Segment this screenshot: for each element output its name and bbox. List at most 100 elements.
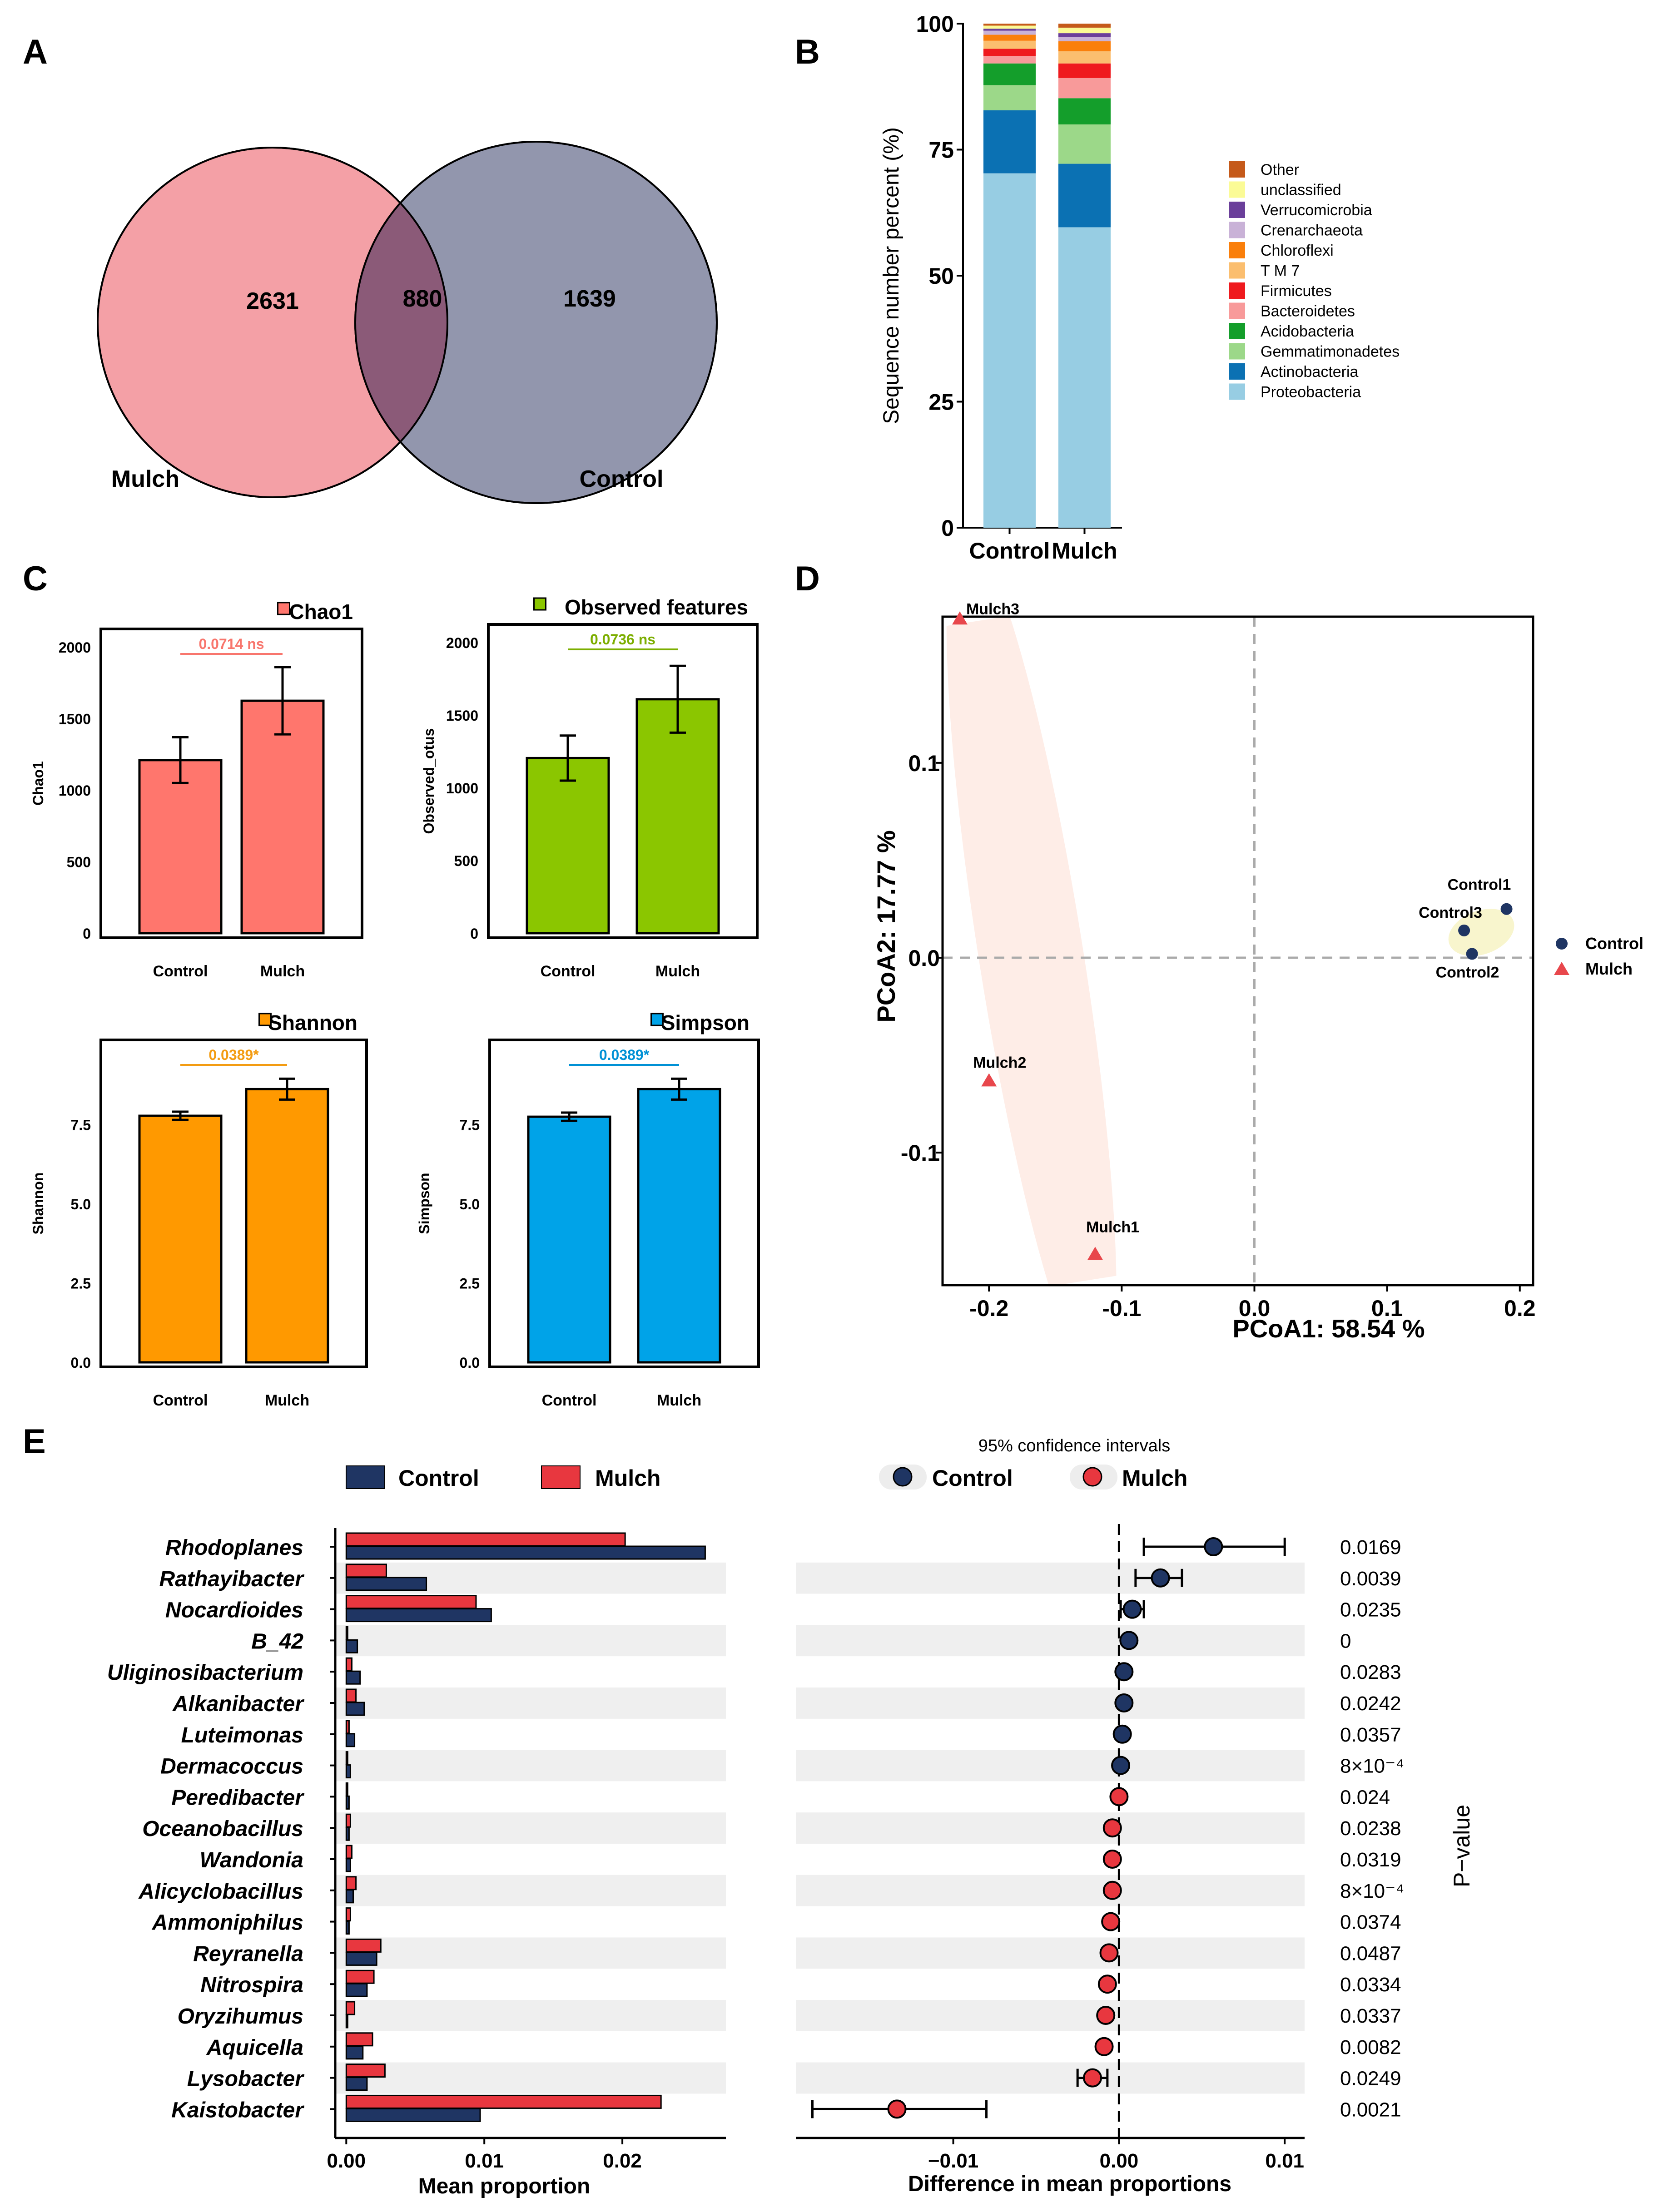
x-tick-label: -0.2 (969, 1296, 1008, 1321)
y-tick-label: 0.0 (460, 1355, 480, 1371)
x-tick-label-mulch: Mulch (1052, 538, 1117, 564)
p-value-luteimonas: 0.0357 (1340, 1724, 1401, 1746)
panel-label-d: D (795, 559, 820, 598)
genus-label-oceanobacillus: Oceanobacillus (142, 1817, 303, 1841)
row-stripe-left (335, 2062, 726, 2094)
bar-mulch-oryzihumus (345, 2001, 356, 2015)
plot-frame (487, 623, 759, 939)
x-axis-title: PCoA1: 58.54 % (1232, 1314, 1425, 1343)
legend-label-acidobacteria: Acidobacteria (1261, 323, 1354, 340)
bar-mulch-peredibacter (345, 1782, 348, 1796)
p-value-dermacoccus: 8×10⁻⁴ (1340, 1755, 1404, 1777)
bar-segment-control-bacteroidetes (983, 56, 1036, 64)
bar-control-kaistobacter (345, 2108, 481, 2122)
genus-label-nocardioides: Nocardioides (165, 1598, 303, 1623)
legend-label-other: Other (1261, 161, 1299, 178)
row-stripe-left (335, 1687, 726, 1719)
y-axis-title: Chao1 (30, 761, 46, 806)
bar-control-peredibacter (345, 1795, 350, 1810)
panel-labels: A B C D E (23, 33, 820, 1461)
venn-count-shared: 880 (403, 286, 442, 312)
legend-swatch-verrucomicrobia (1229, 202, 1245, 218)
genus-label-aquicella: Aquicella (206, 2036, 303, 2060)
bar-control (526, 757, 610, 935)
genus-label-lysobacter: Lysobacter (187, 2067, 304, 2091)
y-tick-label: 1000 (446, 780, 478, 797)
legend-key-icon (650, 1013, 664, 1026)
y-tick-label: 75 (928, 138, 954, 163)
plot-frame (99, 628, 363, 939)
bar-mulch-rathayibacter (345, 1564, 387, 1578)
bar-mulch-wandonia (345, 1845, 352, 1859)
bar-segment-mulch-bacteroidetes (1058, 78, 1111, 99)
diff-point-nocardioides (1122, 1599, 1142, 1619)
y-tick-label: 5.0 (460, 1196, 480, 1212)
bar-mulch-rhodoplanes (345, 1532, 626, 1547)
point-label-control2: Control2 (1436, 964, 1499, 981)
y-tick-label: 2000 (446, 635, 478, 651)
diff-point-rhodoplanes (1204, 1537, 1223, 1556)
y-tick-label: 5.0 (71, 1196, 91, 1212)
legend-label-bacteroidetes: Bacteroidetes (1261, 303, 1355, 320)
p-value-ammoniphilus: 0.0374 (1340, 1911, 1401, 1934)
subplot-title: Observed features (565, 595, 748, 619)
legend-label-crenarchaeota: Crenarchaeota (1261, 222, 1363, 239)
genus-label-rathayibacter: Rathayibacter (159, 1567, 305, 1591)
legend-marker-control (1556, 938, 1568, 950)
legend-key-icon (277, 602, 290, 615)
bar-control-lysobacter (345, 2077, 368, 2091)
bar-mulch (245, 1088, 329, 1364)
panel-b-stacked-bar: 0 25 50 75 100 Sequence number percent (%) Con… (879, 11, 1400, 564)
venn-set-label-mulch: Mulch (111, 466, 179, 492)
right-x-tick-label: 0.00 (1100, 2150, 1139, 2172)
diff-point-aquicella (1094, 2037, 1114, 2056)
genus-label-reyranella: Reyranella (193, 1942, 303, 1966)
diff-point-reyranella (1099, 1943, 1119, 1963)
bar-mulch-kaistobacter (345, 2094, 662, 2109)
bar-segment-mulch-verrucomicrobia (1058, 33, 1111, 37)
point-control3 (1458, 924, 1470, 936)
y-tick-label: 1500 (446, 708, 478, 724)
bar-mulch-uliginosibacterium (345, 1657, 352, 1672)
point-label-mulch3: Mulch3 (966, 600, 1019, 618)
row-stripe-left (335, 1750, 726, 1781)
y-tick-label: 0 (941, 515, 954, 541)
bar-control-oceanobacillus (345, 1826, 350, 1841)
y-tick-label: 1000 (59, 782, 91, 799)
left-x-tick-label: 0.01 (465, 2150, 504, 2172)
point-mulch3 (952, 611, 968, 625)
row-stripe-left (335, 1625, 726, 1657)
p-value-reyranella: 0.0487 (1340, 1942, 1401, 1965)
ellipse-control (1448, 909, 1514, 956)
bar-mulch-aquicella (345, 2032, 373, 2047)
y-axis-title: Simpson (416, 1173, 432, 1234)
legend-label-control: Control (1585, 934, 1643, 953)
bar-mulch-oceanobacillus (345, 1813, 351, 1828)
legend-label-proteobacteria: Proteobacteria (1261, 384, 1361, 401)
bar-mulch-luteimonas (345, 1720, 350, 1734)
diff-point-nitrospira (1097, 1974, 1117, 1994)
bar-segment-mulch-proteobacteria (1058, 227, 1111, 528)
bar-segment-control-t-m-7 (983, 40, 1036, 49)
legend-swatch-bacteroidetes (1229, 302, 1245, 319)
y-tick-label: 100 (916, 11, 954, 37)
diff-point-dermacoccus (1111, 1756, 1131, 1775)
left-x-axis-title: Mean proportion (418, 2174, 591, 2198)
diff-point-b-42 (1119, 1631, 1139, 1650)
legend-label-unclassified: unclassified (1261, 182, 1341, 199)
left-x-tick-label: 0.02 (603, 2150, 642, 2172)
x-tick-label-control: Control (153, 963, 208, 980)
bar-segment-control-chloroflexi (983, 35, 1036, 41)
significance-label: 0.0389* (599, 1047, 650, 1063)
p-value-alkanibacter: 0.0242 (1340, 1692, 1401, 1715)
point-mulch2 (981, 1073, 997, 1087)
y-tick-label: 2000 (59, 639, 91, 656)
legend-label-mulch: Mulch (1585, 960, 1633, 978)
legend-label-firmicutes: Firmicutes (1261, 282, 1332, 300)
genus-label-rhodoplanes: Rhodoplanes (165, 1536, 303, 1560)
bar-segment-mulch-gemmatimonadetes (1058, 124, 1111, 164)
bar-control-luteimonas (345, 1733, 356, 1747)
bar-mulch (635, 698, 720, 935)
row-stripe-right (796, 1812, 1305, 1844)
bar-control-oryzihumus (345, 2014, 348, 2029)
